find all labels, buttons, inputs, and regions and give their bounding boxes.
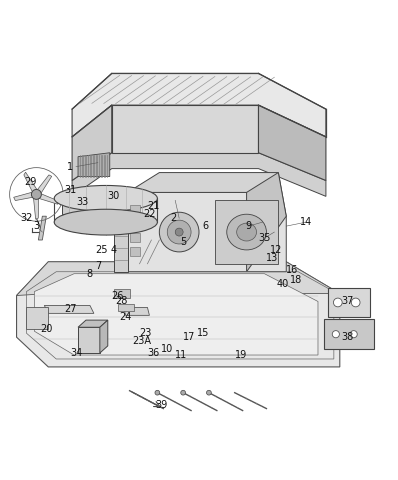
Polygon shape bbox=[17, 262, 340, 296]
Text: 7: 7 bbox=[95, 261, 101, 271]
Text: 16: 16 bbox=[286, 265, 298, 275]
Ellipse shape bbox=[54, 209, 157, 235]
Text: 26: 26 bbox=[111, 290, 124, 300]
Polygon shape bbox=[72, 153, 326, 196]
Text: 12: 12 bbox=[270, 245, 283, 255]
Text: 29: 29 bbox=[24, 178, 37, 188]
Ellipse shape bbox=[334, 298, 342, 307]
Polygon shape bbox=[37, 175, 52, 194]
Polygon shape bbox=[38, 193, 58, 204]
Polygon shape bbox=[72, 73, 326, 137]
Polygon shape bbox=[33, 197, 39, 219]
Text: 14: 14 bbox=[300, 217, 312, 227]
Text: 6: 6 bbox=[202, 221, 208, 231]
Polygon shape bbox=[78, 320, 108, 327]
Ellipse shape bbox=[351, 298, 360, 307]
Text: 15: 15 bbox=[197, 328, 209, 338]
Polygon shape bbox=[324, 319, 373, 349]
Polygon shape bbox=[78, 327, 100, 353]
Text: 2: 2 bbox=[170, 213, 176, 223]
Ellipse shape bbox=[181, 390, 185, 395]
Bar bbox=[130, 233, 140, 242]
Polygon shape bbox=[124, 307, 149, 315]
Polygon shape bbox=[72, 105, 112, 180]
Polygon shape bbox=[128, 173, 286, 216]
Text: 19: 19 bbox=[234, 350, 247, 360]
Text: 40: 40 bbox=[276, 278, 289, 288]
Polygon shape bbox=[38, 216, 46, 240]
Polygon shape bbox=[78, 153, 110, 177]
Text: 17: 17 bbox=[183, 332, 195, 342]
Text: 37: 37 bbox=[341, 297, 354, 306]
Ellipse shape bbox=[175, 228, 183, 236]
Text: 23A: 23A bbox=[132, 336, 151, 346]
Polygon shape bbox=[14, 192, 33, 201]
Ellipse shape bbox=[167, 220, 191, 244]
Text: 5: 5 bbox=[180, 237, 186, 247]
Ellipse shape bbox=[54, 185, 157, 211]
Ellipse shape bbox=[237, 223, 256, 241]
Ellipse shape bbox=[155, 390, 160, 395]
Ellipse shape bbox=[227, 214, 266, 250]
Text: 25: 25 bbox=[96, 245, 108, 255]
Text: 34: 34 bbox=[70, 348, 82, 358]
Text: 8: 8 bbox=[87, 269, 93, 279]
Text: 22: 22 bbox=[143, 209, 156, 219]
Polygon shape bbox=[328, 288, 369, 317]
Polygon shape bbox=[24, 172, 38, 192]
Bar bbox=[130, 205, 140, 214]
Polygon shape bbox=[44, 305, 94, 313]
Ellipse shape bbox=[31, 190, 41, 199]
Text: 31: 31 bbox=[64, 185, 76, 195]
Text: 28: 28 bbox=[115, 297, 128, 306]
Text: 24: 24 bbox=[119, 312, 132, 323]
Text: 23: 23 bbox=[139, 328, 152, 338]
Polygon shape bbox=[215, 200, 278, 264]
Polygon shape bbox=[114, 192, 128, 272]
Text: 13: 13 bbox=[266, 253, 279, 263]
Bar bbox=[130, 219, 140, 228]
Text: 35: 35 bbox=[258, 233, 271, 243]
Text: 20: 20 bbox=[40, 324, 53, 334]
Text: 27: 27 bbox=[64, 304, 76, 314]
Text: 11: 11 bbox=[175, 350, 187, 360]
Polygon shape bbox=[112, 105, 258, 153]
Text: 1: 1 bbox=[67, 162, 73, 172]
Text: 4: 4 bbox=[111, 245, 117, 255]
Ellipse shape bbox=[332, 331, 339, 338]
Polygon shape bbox=[258, 105, 326, 180]
Polygon shape bbox=[34, 274, 318, 355]
Ellipse shape bbox=[159, 212, 199, 252]
Polygon shape bbox=[17, 262, 340, 367]
Text: 9: 9 bbox=[246, 221, 252, 231]
Bar bbox=[114, 289, 130, 298]
Bar bbox=[62, 194, 92, 214]
Polygon shape bbox=[128, 192, 286, 272]
Polygon shape bbox=[27, 307, 48, 329]
Polygon shape bbox=[118, 304, 134, 312]
Polygon shape bbox=[100, 320, 108, 353]
Text: 39: 39 bbox=[155, 399, 168, 409]
Text: 21: 21 bbox=[147, 201, 160, 211]
Text: 18: 18 bbox=[290, 275, 302, 285]
Text: 36: 36 bbox=[147, 348, 160, 358]
Text: 32: 32 bbox=[20, 213, 33, 223]
Bar bbox=[130, 247, 140, 256]
Polygon shape bbox=[247, 173, 286, 272]
Text: 3: 3 bbox=[33, 221, 39, 231]
Text: 33: 33 bbox=[76, 197, 88, 207]
Ellipse shape bbox=[350, 331, 357, 338]
Ellipse shape bbox=[207, 390, 211, 395]
Text: 10: 10 bbox=[161, 344, 174, 354]
Text: 30: 30 bbox=[107, 192, 120, 202]
Text: 38: 38 bbox=[341, 332, 354, 342]
